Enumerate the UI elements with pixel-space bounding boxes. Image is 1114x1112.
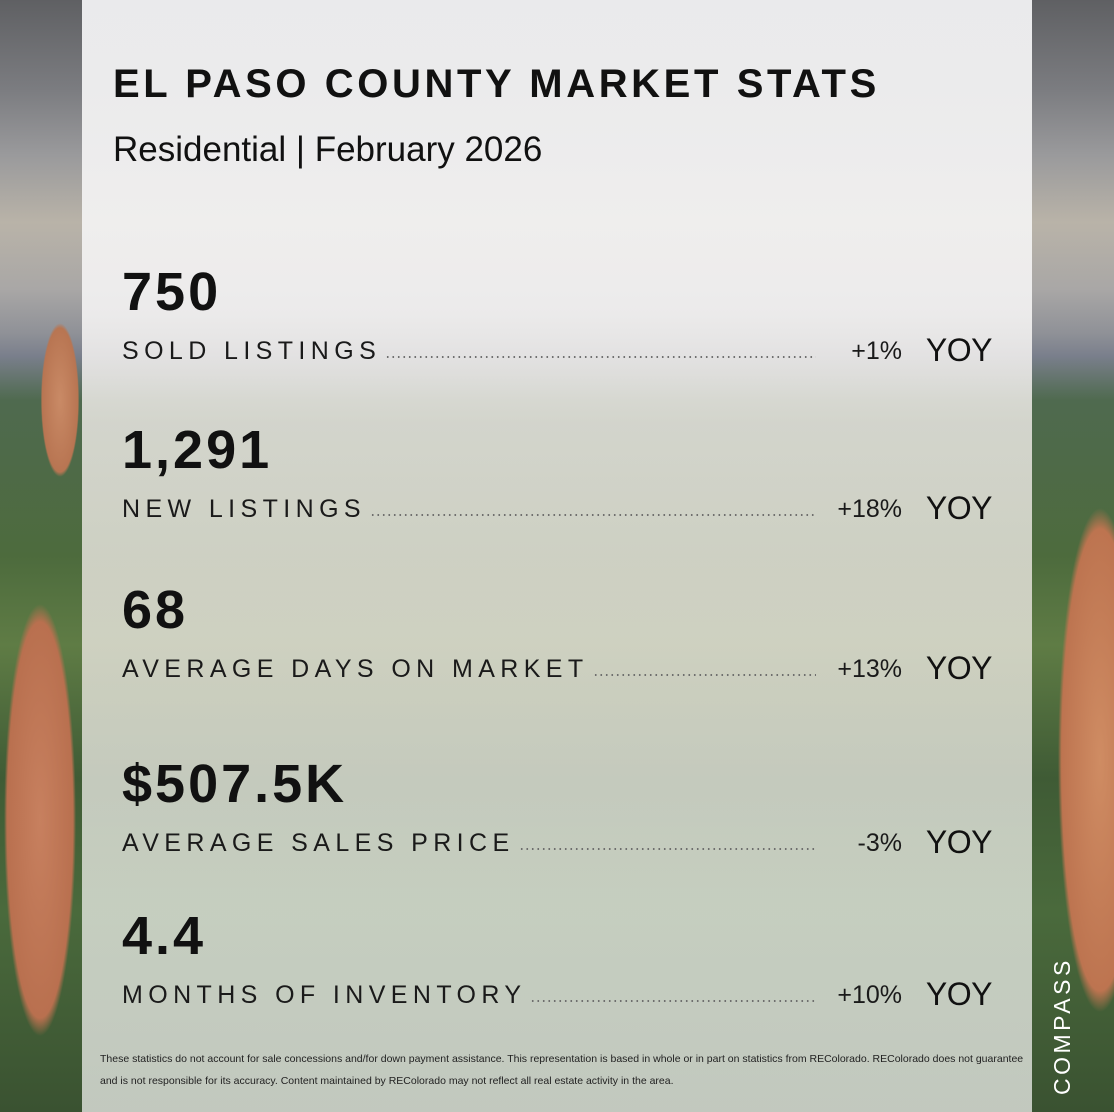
stat-value: $507.5K xyxy=(122,754,348,814)
stat-change: +13% xyxy=(837,655,902,683)
stat-value: 68 xyxy=(122,580,189,640)
stat-value: 1,291 xyxy=(122,420,273,480)
stat-sold-listings: 750 SOLD LISTINGS +1% YOY xyxy=(122,262,993,372)
stat-average-days-on-market: 68 AVERAGE DAYS ON MARKET +13% YOY xyxy=(122,580,993,690)
stat-value: 750 xyxy=(122,262,222,322)
page-title: EL PASO COUNTY MARKET STATS xyxy=(113,62,880,106)
stat-period: YOY xyxy=(925,976,993,1012)
dotted-leader xyxy=(370,514,816,516)
stat-label: NEW LISTINGS xyxy=(122,495,366,523)
stat-label: AVERAGE DAYS ON MARKET xyxy=(122,655,589,683)
stat-months-of-inventory: 4.4 MONTHS OF INVENTORY +10% YOY xyxy=(122,906,993,1016)
stat-period: YOY xyxy=(925,650,993,686)
dotted-leader xyxy=(518,848,816,850)
stat-change: +18% xyxy=(837,495,902,523)
dotted-leader xyxy=(530,1000,816,1002)
disclaimer-text: These statistics do not account for sale… xyxy=(100,1053,1024,1087)
stat-new-listings: 1,291 NEW LISTINGS +18% YOY xyxy=(122,420,993,530)
stat-change: -3% xyxy=(857,829,902,857)
stat-period: YOY xyxy=(925,490,993,526)
stat-label: MONTHS OF INVENTORY xyxy=(122,981,527,1009)
stat-period: YOY xyxy=(925,824,993,860)
compass-logo: COMPASS xyxy=(1049,957,1075,1095)
stat-period: YOY xyxy=(925,332,993,368)
stat-change: +10% xyxy=(837,981,902,1009)
stat-label: SOLD LISTINGS xyxy=(122,337,382,365)
stat-value: 4.4 xyxy=(122,906,207,966)
stat-label: AVERAGE SALES PRICE xyxy=(122,829,515,857)
stat-average-sales-price: $507.5K AVERAGE SALES PRICE -3% YOY xyxy=(122,754,993,864)
dotted-leader xyxy=(592,674,816,676)
dotted-leader xyxy=(385,356,816,358)
stats-panel xyxy=(82,0,1032,1112)
stat-change: +1% xyxy=(851,337,902,365)
page-subtitle: Residential | February 2026 xyxy=(113,130,543,169)
